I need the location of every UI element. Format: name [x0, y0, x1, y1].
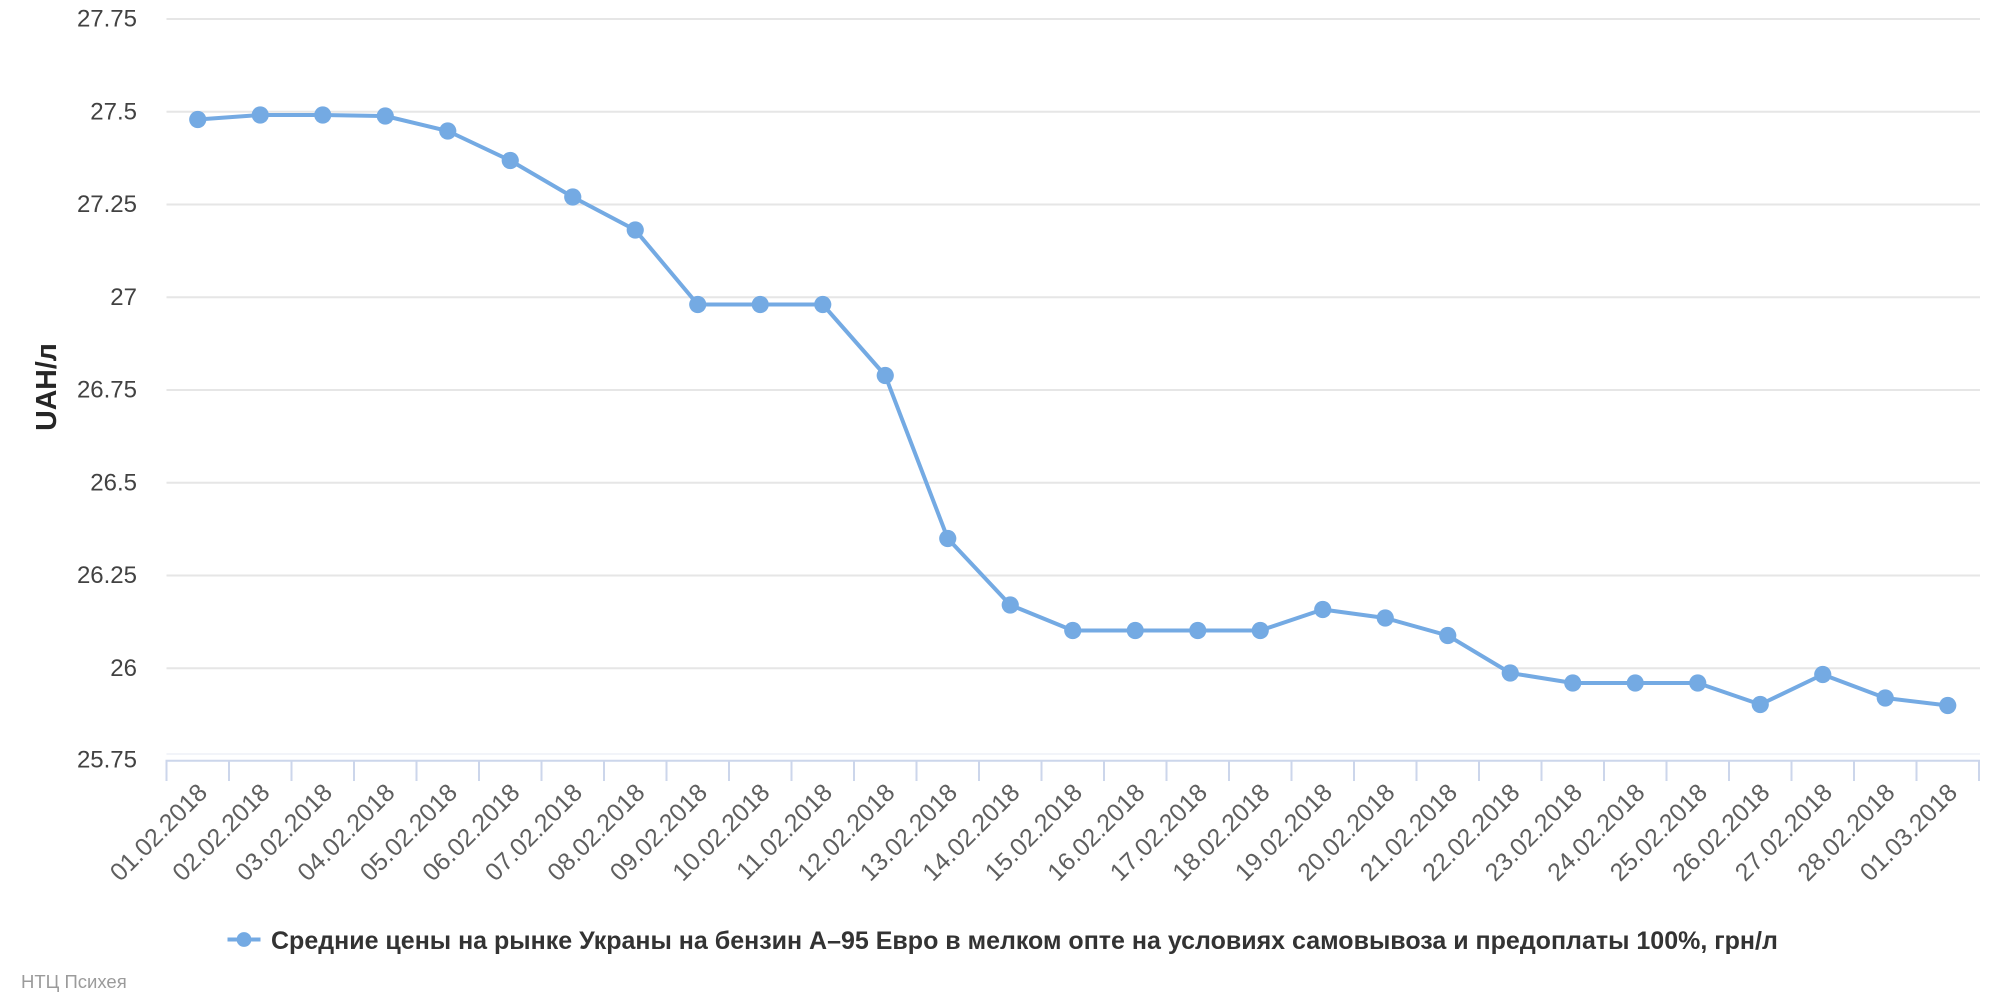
- svg-text:26: 26: [110, 655, 137, 682]
- svg-text:27.75: 27.75: [77, 6, 137, 33]
- svg-text:НТЦ Психея: НТЦ Психея: [21, 971, 127, 992]
- svg-text:26.5: 26.5: [90, 469, 137, 496]
- svg-text:27.5: 27.5: [90, 98, 137, 125]
- svg-text:27.25: 27.25: [77, 191, 137, 218]
- svg-text:26.25: 26.25: [77, 562, 137, 589]
- svg-text:25.75: 25.75: [77, 747, 137, 774]
- svg-text:26.75: 26.75: [77, 377, 137, 404]
- svg-text:UAH/л: UAH/л: [31, 343, 63, 431]
- svg-text:Средние цены на рынке Украны н: Средние цены на рынке Украны на бензин А…: [271, 927, 1778, 955]
- svg-text:27: 27: [110, 284, 137, 311]
